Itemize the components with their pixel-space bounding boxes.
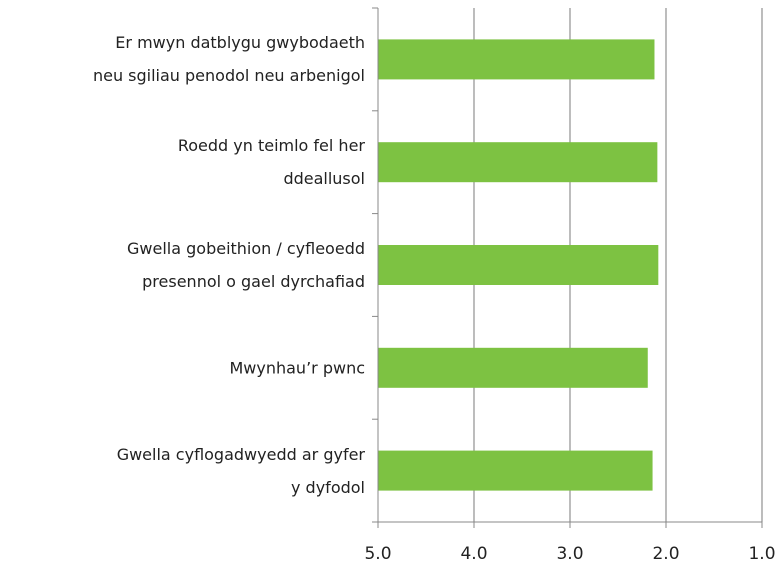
- x-tick-label: 2.0: [652, 544, 679, 564]
- x-tick-label: 5.0: [364, 544, 391, 564]
- x-tick-label: 1.0: [748, 544, 775, 564]
- category-label: Gwella gobeithion / cyfleoedd presennol …: [127, 239, 365, 291]
- bar: [378, 39, 655, 80]
- x-tick-label: 4.0: [460, 544, 487, 564]
- bar: [378, 347, 648, 388]
- bar: [378, 142, 658, 183]
- category-label: Roedd yn teimlo fel her ddeallusol: [177, 136, 365, 189]
- bar: [378, 245, 659, 285]
- category-label: Er mwyn datblygu gwybodaeth neu sgiliau …: [92, 33, 365, 86]
- category-label: Gwella cyflogadwyedd ar gyfer y dyfodol: [116, 444, 365, 497]
- x-tick-label: 3.0: [556, 544, 583, 564]
- category-label: Mwynhau’r pwnc: [229, 358, 365, 378]
- bar: [378, 450, 653, 491]
